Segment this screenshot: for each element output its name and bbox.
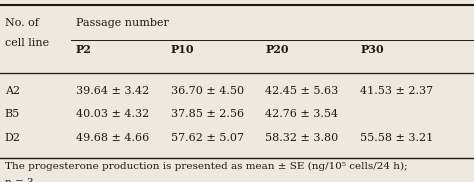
Text: P10: P10	[171, 44, 194, 55]
Text: 36.70 ± 4.50: 36.70 ± 4.50	[171, 86, 244, 96]
Text: 42.45 ± 5.63: 42.45 ± 5.63	[265, 86, 339, 96]
Text: P30: P30	[360, 44, 384, 55]
Text: 58.32 ± 3.80: 58.32 ± 3.80	[265, 133, 339, 143]
Text: P20: P20	[265, 44, 289, 55]
Text: 55.58 ± 3.21: 55.58 ± 3.21	[360, 133, 434, 143]
Text: 37.85 ± 2.56: 37.85 ± 2.56	[171, 109, 244, 119]
Text: 39.64 ± 3.42: 39.64 ± 3.42	[76, 86, 149, 96]
Text: A2: A2	[5, 86, 20, 96]
Text: 40.03 ± 4.32: 40.03 ± 4.32	[76, 109, 149, 119]
Text: 42.76 ± 3.54: 42.76 ± 3.54	[265, 109, 338, 119]
Text: 57.62 ± 5.07: 57.62 ± 5.07	[171, 133, 244, 143]
Text: n = 3.: n = 3.	[5, 178, 36, 182]
Text: Passage number: Passage number	[76, 18, 169, 28]
Text: 49.68 ± 4.66: 49.68 ± 4.66	[76, 133, 149, 143]
Text: B5: B5	[5, 109, 20, 119]
Text: 41.53 ± 2.37: 41.53 ± 2.37	[360, 86, 433, 96]
Text: No. of: No. of	[5, 18, 38, 28]
Text: The progesterone production is presented as mean ± SE (ng/10⁵ cells/24 h);: The progesterone production is presented…	[5, 162, 407, 171]
Text: cell line: cell line	[5, 38, 49, 48]
Text: D2: D2	[5, 133, 21, 143]
Text: P2: P2	[76, 44, 91, 55]
